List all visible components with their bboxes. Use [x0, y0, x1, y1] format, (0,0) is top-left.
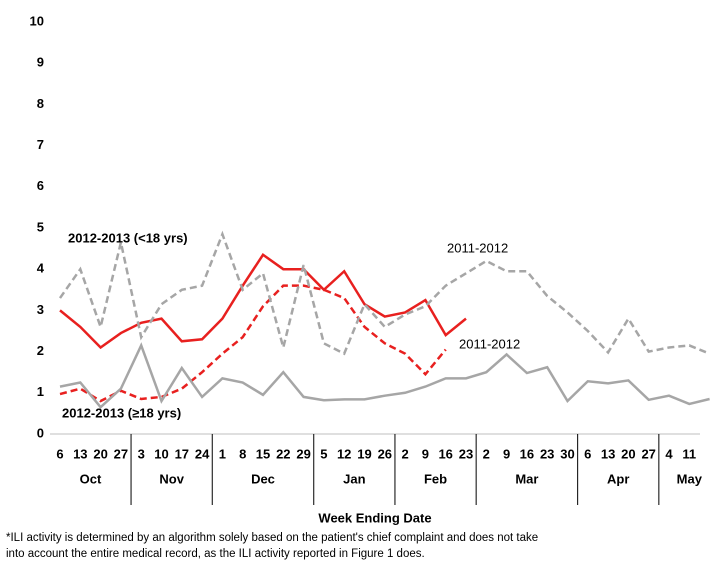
x-tick-label: 23	[459, 446, 473, 461]
series-label: 2011-2012	[447, 240, 508, 255]
footnote: *ILI activity is determined by an algori…	[6, 532, 538, 544]
x-tick-label: 16	[520, 446, 534, 461]
x-tick-label: 16	[438, 446, 452, 461]
month-label: May	[677, 471, 703, 486]
y-tick-label: 3	[37, 302, 44, 317]
x-tick-label: 22	[276, 446, 290, 461]
y-tick-label: 0	[37, 425, 44, 440]
x-tick-label: 19	[357, 446, 371, 461]
series-line	[58, 230, 711, 356]
x-tick-label: 20	[93, 446, 107, 461]
x-tick-label: 8	[239, 446, 246, 461]
x-tick-label: 2	[401, 446, 408, 461]
x-axis-title: Week Ending Date	[318, 510, 431, 525]
month-label: Dec	[251, 471, 275, 486]
x-tick-label: 29	[296, 446, 310, 461]
x-tick-label: 17	[175, 446, 189, 461]
y-tick-label: 9	[37, 55, 44, 70]
series-line	[59, 342, 710, 410]
x-tick-label: 27	[641, 446, 655, 461]
y-tick-label: 7	[37, 137, 44, 152]
x-tick-label: 23	[540, 446, 554, 461]
x-tick-label: 3	[138, 446, 145, 461]
footnote: into account the entire medical record, …	[6, 548, 425, 560]
month-label: Nov	[159, 471, 184, 486]
x-tick-label: 15	[256, 446, 270, 461]
x-tick-label: 24	[195, 446, 210, 461]
month-label: Jan	[343, 471, 365, 486]
x-tick-label: 6	[584, 446, 591, 461]
series-line	[59, 284, 447, 403]
x-tick-label: 4	[665, 446, 673, 461]
x-tick-label: 5	[320, 446, 327, 461]
y-tick-label: 4	[37, 261, 45, 276]
y-tick-label: 6	[37, 178, 44, 193]
x-tick-label: 10	[154, 446, 168, 461]
y-tick-label: 1	[37, 384, 44, 399]
month-label: Feb	[424, 471, 447, 486]
x-tick-label: 20	[621, 446, 635, 461]
series-label: 2012-2013 (≥18 yrs)	[62, 405, 181, 420]
x-tick-label: 9	[422, 446, 429, 461]
x-tick-label: 27	[114, 446, 128, 461]
x-tick-label: 11	[682, 446, 696, 461]
series-label: 2012-2013 (<18 yrs)	[68, 230, 188, 245]
x-tick-label: 6	[56, 446, 63, 461]
series-line	[59, 253, 467, 350]
month-label: Mar	[515, 471, 538, 486]
x-tick-label: 12	[337, 446, 351, 461]
x-tick-label: 1	[219, 446, 226, 461]
x-tick-label: 2	[483, 446, 490, 461]
month-label: Oct	[80, 471, 102, 486]
y-tick-label: 2	[37, 343, 44, 358]
x-tick-label: 26	[378, 446, 392, 461]
x-tick-label: 9	[503, 446, 510, 461]
x-tick-label: 13	[601, 446, 615, 461]
y-tick-label: 8	[37, 96, 44, 111]
y-tick-label: 10	[30, 13, 44, 28]
series-label: 2011-2012	[459, 336, 520, 351]
month-label: Apr	[607, 471, 629, 486]
y-tick-label: 5	[37, 219, 44, 234]
x-tick-label: 13	[73, 446, 87, 461]
x-tick-label: 30	[560, 446, 574, 461]
